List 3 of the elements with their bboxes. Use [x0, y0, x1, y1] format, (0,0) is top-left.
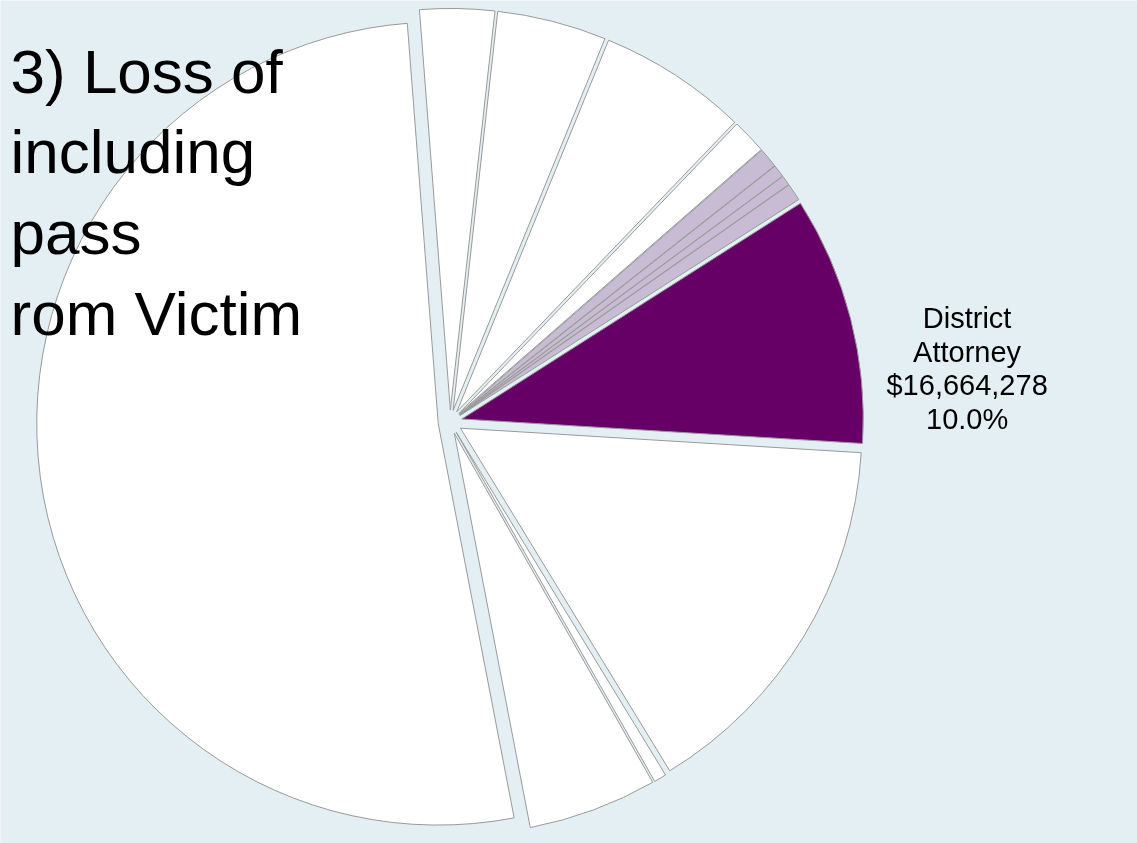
data-label: $16,664,278 10.0% — [886, 369, 1048, 436]
text: 3) Loss of including pass rom Victim — [10, 36, 303, 348]
slice-label: District Attorney — [913, 302, 1022, 368]
